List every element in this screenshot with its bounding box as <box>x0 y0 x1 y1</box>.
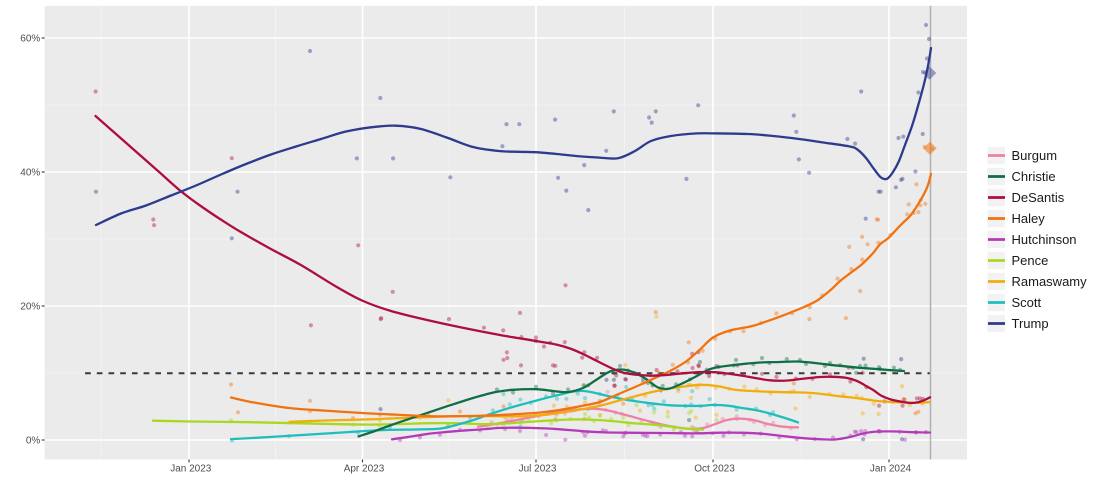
svg-text:Haley: Haley <box>1012 211 1046 226</box>
svg-text:Hutchinson: Hutchinson <box>1012 232 1077 247</box>
svg-text:Trump: Trump <box>1012 316 1049 331</box>
svg-text:Oct 2023: Oct 2023 <box>694 463 735 474</box>
svg-text:Ramaswamy: Ramaswamy <box>1012 274 1088 289</box>
svg-text:60%: 60% <box>20 34 40 45</box>
svg-text:Apr 2023: Apr 2023 <box>344 463 385 474</box>
svg-text:20%: 20% <box>20 302 40 313</box>
svg-text:Scott: Scott <box>1012 295 1042 310</box>
svg-text:Jan 2023: Jan 2023 <box>170 463 212 474</box>
svg-text:40%: 40% <box>20 168 40 179</box>
svg-text:Pence: Pence <box>1012 253 1049 268</box>
svg-text:Christie: Christie <box>1012 169 1056 184</box>
svg-text:Burgum: Burgum <box>1012 148 1058 163</box>
svg-text:Jan 2024: Jan 2024 <box>870 463 912 474</box>
svg-text:0%: 0% <box>26 436 41 447</box>
svg-text:DeSantis: DeSantis <box>1012 190 1065 205</box>
svg-text:Jul 2023: Jul 2023 <box>519 463 557 474</box>
